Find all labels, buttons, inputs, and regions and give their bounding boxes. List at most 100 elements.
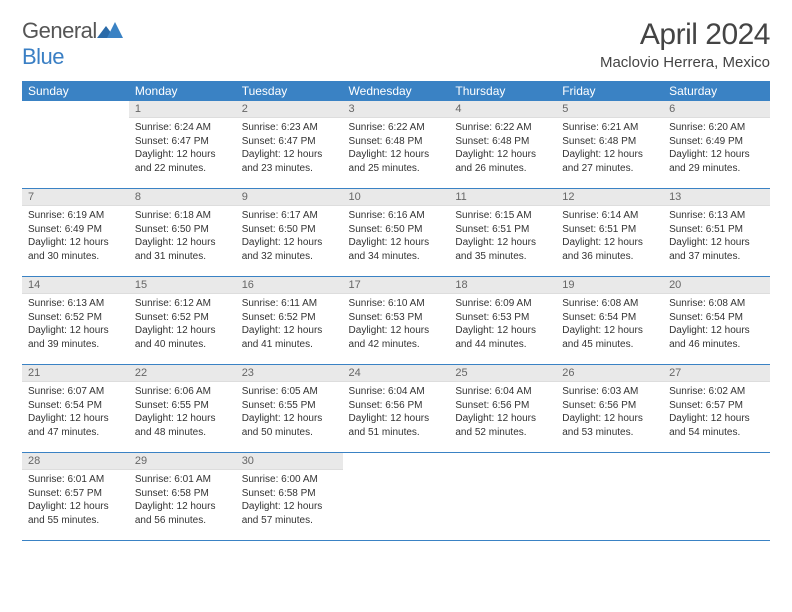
day-number: 24 [343, 365, 450, 382]
calendar-day [22, 101, 129, 189]
day-number [556, 453, 663, 469]
day-number: 27 [663, 365, 770, 382]
day-details: Sunrise: 6:20 AMSunset: 6:49 PMDaylight:… [663, 118, 770, 179]
calendar-day: 23Sunrise: 6:05 AMSunset: 6:55 PMDayligh… [236, 365, 343, 453]
calendar-day: 9Sunrise: 6:17 AMSunset: 6:50 PMDaylight… [236, 189, 343, 277]
day-number: 13 [663, 189, 770, 206]
calendar-day: 11Sunrise: 6:15 AMSunset: 6:51 PMDayligh… [449, 189, 556, 277]
day-number: 4 [449, 101, 556, 118]
logo-text-general: General [22, 18, 97, 43]
calendar-day: 20Sunrise: 6:08 AMSunset: 6:54 PMDayligh… [663, 277, 770, 365]
day-header: Saturday [663, 81, 770, 101]
calendar-day: 27Sunrise: 6:02 AMSunset: 6:57 PMDayligh… [663, 365, 770, 453]
calendar-week: 7Sunrise: 6:19 AMSunset: 6:49 PMDaylight… [22, 189, 770, 277]
day-details: Sunrise: 6:00 AMSunset: 6:58 PMDaylight:… [236, 470, 343, 531]
calendar-day: 30Sunrise: 6:00 AMSunset: 6:58 PMDayligh… [236, 453, 343, 541]
day-details: Sunrise: 6:03 AMSunset: 6:56 PMDaylight:… [556, 382, 663, 443]
day-number [663, 453, 770, 469]
day-number: 9 [236, 189, 343, 206]
calendar-day: 26Sunrise: 6:03 AMSunset: 6:56 PMDayligh… [556, 365, 663, 453]
calendar-day: 3Sunrise: 6:22 AMSunset: 6:48 PMDaylight… [343, 101, 450, 189]
calendar-day: 13Sunrise: 6:13 AMSunset: 6:51 PMDayligh… [663, 189, 770, 277]
day-number: 11 [449, 189, 556, 206]
calendar-day: 10Sunrise: 6:16 AMSunset: 6:50 PMDayligh… [343, 189, 450, 277]
day-details: Sunrise: 6:02 AMSunset: 6:57 PMDaylight:… [663, 382, 770, 443]
calendar-week: 14Sunrise: 6:13 AMSunset: 6:52 PMDayligh… [22, 277, 770, 365]
day-header: Wednesday [343, 81, 450, 101]
day-details: Sunrise: 6:08 AMSunset: 6:54 PMDaylight:… [556, 294, 663, 355]
day-header: Tuesday [236, 81, 343, 101]
calendar-day: 18Sunrise: 6:09 AMSunset: 6:53 PMDayligh… [449, 277, 556, 365]
day-details: Sunrise: 6:05 AMSunset: 6:55 PMDaylight:… [236, 382, 343, 443]
calendar-day: 2Sunrise: 6:23 AMSunset: 6:47 PMDaylight… [236, 101, 343, 189]
day-number: 25 [449, 365, 556, 382]
title-block: April 2024 Maclovio Herrera, Mexico [600, 18, 770, 71]
day-number: 16 [236, 277, 343, 294]
day-details: Sunrise: 6:16 AMSunset: 6:50 PMDaylight:… [343, 206, 450, 267]
day-number [343, 453, 450, 469]
calendar-day: 28Sunrise: 6:01 AMSunset: 6:57 PMDayligh… [22, 453, 129, 541]
day-number: 20 [663, 277, 770, 294]
calendar-day [663, 453, 770, 541]
calendar-day [343, 453, 450, 541]
calendar-day: 24Sunrise: 6:04 AMSunset: 6:56 PMDayligh… [343, 365, 450, 453]
day-number: 21 [22, 365, 129, 382]
calendar-day: 15Sunrise: 6:12 AMSunset: 6:52 PMDayligh… [129, 277, 236, 365]
day-details: Sunrise: 6:08 AMSunset: 6:54 PMDaylight:… [663, 294, 770, 355]
logo-mark-icon [97, 20, 123, 38]
calendar-page: General Blue April 2024 Maclovio Herrera… [0, 0, 792, 541]
day-details: Sunrise: 6:21 AMSunset: 6:48 PMDaylight:… [556, 118, 663, 179]
day-number: 8 [129, 189, 236, 206]
calendar-day: 16Sunrise: 6:11 AMSunset: 6:52 PMDayligh… [236, 277, 343, 365]
day-details: Sunrise: 6:12 AMSunset: 6:52 PMDaylight:… [129, 294, 236, 355]
day-number: 3 [343, 101, 450, 118]
day-details: Sunrise: 6:04 AMSunset: 6:56 PMDaylight:… [343, 382, 450, 443]
day-details: Sunrise: 6:07 AMSunset: 6:54 PMDaylight:… [22, 382, 129, 443]
calendar-day: 19Sunrise: 6:08 AMSunset: 6:54 PMDayligh… [556, 277, 663, 365]
calendar-week: 21Sunrise: 6:07 AMSunset: 6:54 PMDayligh… [22, 365, 770, 453]
day-details: Sunrise: 6:06 AMSunset: 6:55 PMDaylight:… [129, 382, 236, 443]
calendar-day: 12Sunrise: 6:14 AMSunset: 6:51 PMDayligh… [556, 189, 663, 277]
logo-text-blue: Blue [22, 44, 64, 69]
day-details: Sunrise: 6:01 AMSunset: 6:57 PMDaylight:… [22, 470, 129, 531]
day-number: 18 [449, 277, 556, 294]
day-details: Sunrise: 6:18 AMSunset: 6:50 PMDaylight:… [129, 206, 236, 267]
calendar-week: 1Sunrise: 6:24 AMSunset: 6:47 PMDaylight… [22, 101, 770, 189]
day-number: 28 [22, 453, 129, 470]
calendar-header-row: SundayMondayTuesdayWednesdayThursdayFrid… [22, 81, 770, 101]
day-number [449, 453, 556, 469]
day-number: 15 [129, 277, 236, 294]
day-details: Sunrise: 6:17 AMSunset: 6:50 PMDaylight:… [236, 206, 343, 267]
logo: General Blue [22, 18, 123, 70]
day-details: Sunrise: 6:23 AMSunset: 6:47 PMDaylight:… [236, 118, 343, 179]
day-number: 19 [556, 277, 663, 294]
calendar-day: 21Sunrise: 6:07 AMSunset: 6:54 PMDayligh… [22, 365, 129, 453]
calendar-day: 14Sunrise: 6:13 AMSunset: 6:52 PMDayligh… [22, 277, 129, 365]
page-title: April 2024 [600, 18, 770, 52]
day-number: 2 [236, 101, 343, 118]
calendar-day: 8Sunrise: 6:18 AMSunset: 6:50 PMDaylight… [129, 189, 236, 277]
day-details: Sunrise: 6:24 AMSunset: 6:47 PMDaylight:… [129, 118, 236, 179]
calendar-day: 5Sunrise: 6:21 AMSunset: 6:48 PMDaylight… [556, 101, 663, 189]
calendar-day: 7Sunrise: 6:19 AMSunset: 6:49 PMDaylight… [22, 189, 129, 277]
calendar-body: 1Sunrise: 6:24 AMSunset: 6:47 PMDaylight… [22, 101, 770, 541]
day-number: 1 [129, 101, 236, 118]
calendar-day: 25Sunrise: 6:04 AMSunset: 6:56 PMDayligh… [449, 365, 556, 453]
day-number: 6 [663, 101, 770, 118]
day-details: Sunrise: 6:13 AMSunset: 6:52 PMDaylight:… [22, 294, 129, 355]
day-details: Sunrise: 6:22 AMSunset: 6:48 PMDaylight:… [449, 118, 556, 179]
day-number: 30 [236, 453, 343, 470]
day-details: Sunrise: 6:15 AMSunset: 6:51 PMDaylight:… [449, 206, 556, 267]
day-details: Sunrise: 6:14 AMSunset: 6:51 PMDaylight:… [556, 206, 663, 267]
day-details: Sunrise: 6:13 AMSunset: 6:51 PMDaylight:… [663, 206, 770, 267]
day-number: 10 [343, 189, 450, 206]
calendar-day: 22Sunrise: 6:06 AMSunset: 6:55 PMDayligh… [129, 365, 236, 453]
day-number: 23 [236, 365, 343, 382]
day-details: Sunrise: 6:22 AMSunset: 6:48 PMDaylight:… [343, 118, 450, 179]
day-header: Sunday [22, 81, 129, 101]
page-subtitle: Maclovio Herrera, Mexico [600, 54, 770, 71]
day-number: 22 [129, 365, 236, 382]
day-details: Sunrise: 6:09 AMSunset: 6:53 PMDaylight:… [449, 294, 556, 355]
header: General Blue April 2024 Maclovio Herrera… [22, 18, 770, 71]
calendar-day [449, 453, 556, 541]
